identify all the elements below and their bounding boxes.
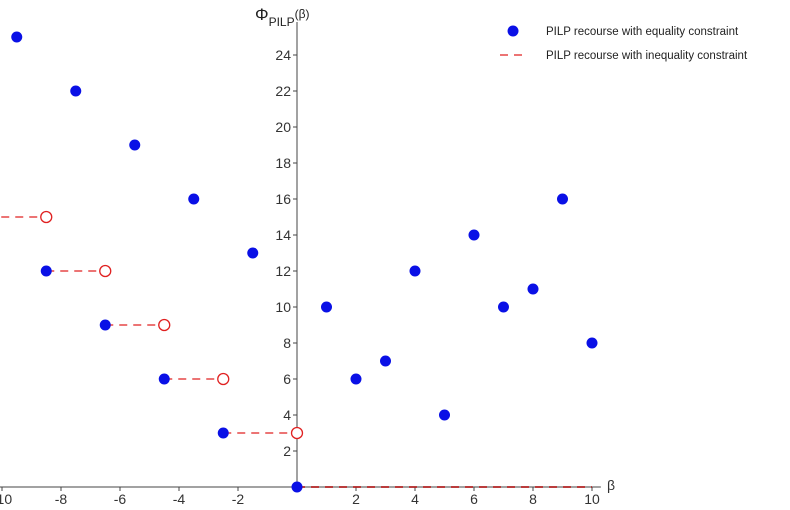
- x-tick-label: -4: [173, 491, 186, 507]
- y-axis-label: ΦPILP(β): [255, 5, 310, 29]
- data-points: [11, 31, 598, 493]
- y-tick-label: 2: [283, 443, 291, 459]
- equality-point: [158, 373, 170, 385]
- y-axis-label-arg: (β): [295, 7, 310, 21]
- y-tick-label: 4: [283, 407, 291, 423]
- y-tick-label: 14: [275, 227, 291, 243]
- x-tick-label: -6: [114, 491, 127, 507]
- equality-point: [11, 31, 23, 43]
- y-tick-label: 10: [275, 299, 291, 315]
- equality-point: [350, 373, 362, 385]
- equality-point: [527, 283, 539, 295]
- equality-point: [70, 85, 82, 97]
- equality-point: [129, 139, 141, 151]
- equality-point: [247, 247, 259, 259]
- equality-point: [439, 409, 450, 421]
- equality-point: [291, 481, 303, 493]
- y-tick-label: 8: [283, 335, 291, 351]
- x-tick-label: 8: [529, 491, 537, 507]
- equality-point: [586, 337, 598, 349]
- equality-point: [40, 265, 52, 277]
- equality-point: [380, 355, 391, 367]
- inequality-open-point: [99, 264, 112, 278]
- y-axis-label-sub: PILP: [269, 15, 295, 29]
- y-tick-label: 6: [283, 371, 291, 387]
- axes: [0, 22, 601, 491]
- equality-point: [99, 319, 111, 331]
- equality-point: [188, 193, 200, 205]
- y-tick-label: 22: [275, 83, 291, 99]
- x-tick-label: -2: [232, 491, 245, 507]
- x-tick-label: 6: [470, 491, 478, 507]
- y-axis-label-main: Φ: [255, 5, 269, 24]
- y-tick-label: 20: [275, 119, 291, 135]
- legend-label-inequality: PILP recourse with inequality constraint: [546, 50, 748, 62]
- equality-point: [468, 229, 480, 241]
- inequality-segments: [0, 216, 592, 488]
- legend: PILP recourse with equality constraint P…: [500, 25, 748, 62]
- y-tick-label: 24: [275, 47, 291, 63]
- equality-point: [557, 193, 568, 205]
- x-tick-label: 4: [411, 491, 419, 507]
- inequality-open-point: [290, 426, 304, 440]
- equality-point: [217, 427, 229, 439]
- x-tick-label: 10: [584, 491, 600, 507]
- equality-point: [498, 301, 509, 313]
- x-tick-label: -10: [0, 491, 12, 507]
- x-tick-label: 2: [352, 491, 360, 507]
- inequality-open-point: [158, 318, 171, 332]
- legend-marker-equality: [507, 25, 519, 37]
- inequality-open-point: [217, 372, 230, 386]
- open-points: [40, 210, 304, 440]
- y-tick-label: 12: [275, 263, 291, 279]
- x-axis-label: β: [607, 477, 615, 493]
- y-tick-label: 18: [275, 155, 291, 171]
- y-tick-label: 16: [275, 191, 291, 207]
- equality-point: [321, 301, 332, 313]
- equality-point: [409, 265, 421, 277]
- x-tick-label: -8: [55, 491, 68, 507]
- legend-label-equality: PILP recourse with equality constraint: [546, 26, 739, 38]
- inequality-open-point: [40, 210, 53, 224]
